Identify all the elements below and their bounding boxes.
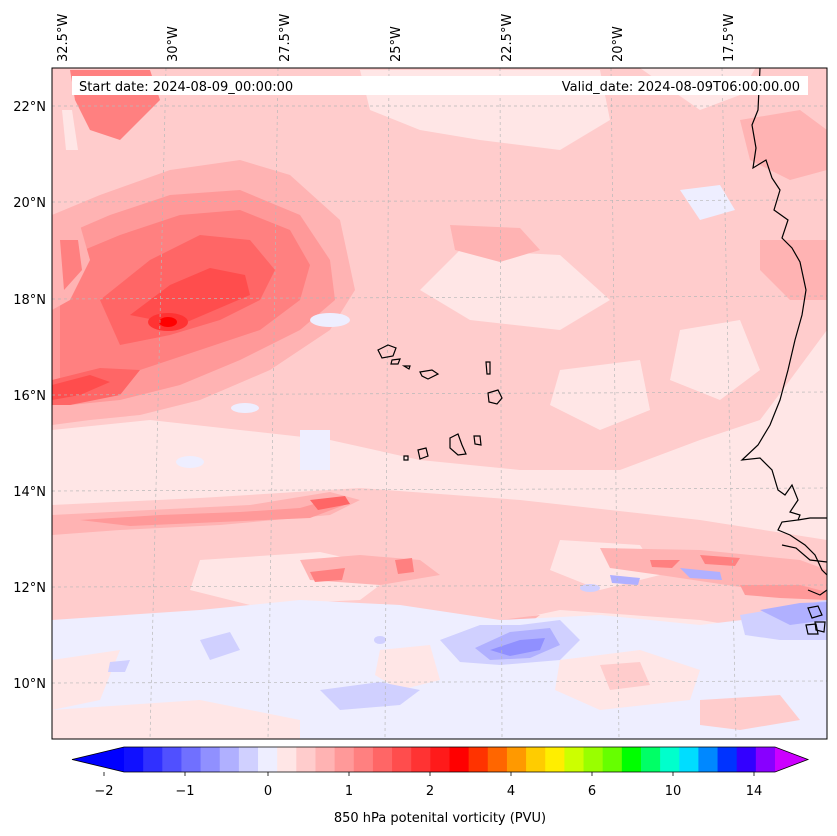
- lon-label: 20°W: [611, 26, 626, 62]
- maio-island: [473, 435, 482, 446]
- sao-vicente-island: [390, 358, 401, 365]
- lat-label: 20°N: [13, 196, 46, 211]
- graticule: [52, 68, 827, 739]
- colorbar-segment: [200, 747, 221, 772]
- colorbar-segment: [506, 747, 527, 772]
- lon-label: 27.5°W: [278, 14, 293, 62]
- pv-negative-specks: [176, 313, 600, 644]
- map-frame: [51, 67, 828, 740]
- colorbar-tick-label: 1: [345, 784, 353, 799]
- colorbar-segment: [296, 747, 316, 772]
- pv-patches-northeast: [300, 110, 827, 470]
- colorbar-tick-label: 2: [426, 784, 434, 799]
- lon-label: 30°W: [166, 26, 181, 62]
- colorbar-segment: [698, 747, 719, 772]
- colorbar-segment: [717, 747, 738, 772]
- latitude-labels: 22°N 20°N 18°N 16°N 14°N 12°N 10°N: [13, 100, 46, 692]
- boa-vista-island: [487, 389, 503, 405]
- colorbar-outline: [71, 746, 810, 773]
- lat-label: 22°N: [13, 100, 46, 115]
- lat-label: 14°N: [13, 485, 46, 500]
- colorbar-segment: [277, 747, 297, 772]
- colorbar-segment: [487, 747, 508, 772]
- colorbar-tick-label: 6: [588, 784, 596, 799]
- colorbar-segment: [468, 747, 489, 772]
- colorbar-segment: [526, 747, 546, 772]
- colorbar-tick-label: 14: [746, 784, 763, 799]
- start-date-label: Start date: 2024-08-09_00:00:00: [79, 80, 293, 95]
- lat-label: 16°N: [13, 389, 46, 404]
- colorbar-segment: [258, 747, 278, 772]
- colorbar-segment: [449, 747, 470, 772]
- colorbar-extend-min: [72, 747, 124, 772]
- coastlines: [740, 68, 827, 635]
- pv-filament-13N: [52, 492, 827, 600]
- colorbar-segment: [602, 747, 623, 772]
- africa-coastline: [740, 68, 827, 576]
- colorbar-label: 850 hPa potenital vorticity (PVU): [334, 811, 546, 826]
- map-plot-area: [52, 68, 827, 739]
- lat-label: 12°N: [13, 581, 46, 596]
- colorbar-segment: [640, 747, 661, 772]
- santiago-island: [449, 433, 467, 456]
- colorbar-segment: [736, 747, 757, 772]
- colorbar-segment: [660, 747, 680, 772]
- colorbar-segment: [238, 747, 259, 772]
- colorbar-segment: [545, 747, 565, 772]
- lon-label: 25°W: [389, 26, 404, 62]
- colorbar-tick-label: 10: [665, 784, 682, 799]
- lon-label: 17.5°W: [722, 14, 737, 62]
- lon-label: 32.5°W: [56, 14, 71, 62]
- colorbar-segment: [583, 747, 604, 772]
- colorbar-tick-label: 4: [507, 784, 515, 799]
- header-box: [72, 76, 808, 95]
- colorbar-segment: [372, 747, 393, 772]
- fogo-island: [417, 447, 429, 460]
- valid-date-label: Valid_date: 2024-08-09T06:00:00.00: [562, 80, 800, 95]
- colorbar-segment: [315, 747, 336, 772]
- lon-label: 22.5°W: [500, 14, 515, 62]
- colorbar-segment: [679, 747, 699, 772]
- lat-label: 18°N: [13, 293, 46, 308]
- colorbar-segment: [181, 747, 202, 772]
- brava-island: [403, 455, 409, 461]
- pv-negative-band-south: [52, 600, 827, 739]
- lat-label: 10°N: [13, 677, 46, 692]
- sao-nicolau-island: [419, 369, 440, 380]
- colorbar-segment: [219, 747, 240, 772]
- colorbar-segment: [430, 747, 450, 772]
- colorbar-tick-label: 0: [264, 784, 272, 799]
- colorbar-segment: [392, 747, 412, 772]
- colorbar-segment: [124, 747, 144, 772]
- colorbar-extend-max: [775, 747, 808, 772]
- santo-antao-island: [377, 344, 397, 359]
- colorbar-segment: [564, 747, 585, 772]
- colorbar-segment: [334, 747, 355, 772]
- colorbar-segment: [411, 747, 431, 772]
- colorbar-segment: [143, 747, 163, 772]
- colorbar: [71, 746, 810, 776]
- colorbar-segment: [755, 747, 776, 772]
- colorbar-segment: [162, 747, 182, 772]
- colorbar-ticks: −2 −1 0 1 2 4 6 10 14: [94, 784, 762, 799]
- colorbar-segment: [353, 747, 374, 772]
- cape-verde-islands: [377, 344, 503, 461]
- colorbar-segment: [621, 747, 642, 772]
- santa-luzia-island: [401, 365, 411, 370]
- longitude-labels: 32.5°W 30°W 27.5°W 25°W 22.5°W 20°W 17.5…: [56, 14, 737, 62]
- colorbar-tick-label: −1: [175, 784, 194, 799]
- colorbar-tick-label: −2: [94, 784, 113, 799]
- sal-island: [485, 361, 491, 375]
